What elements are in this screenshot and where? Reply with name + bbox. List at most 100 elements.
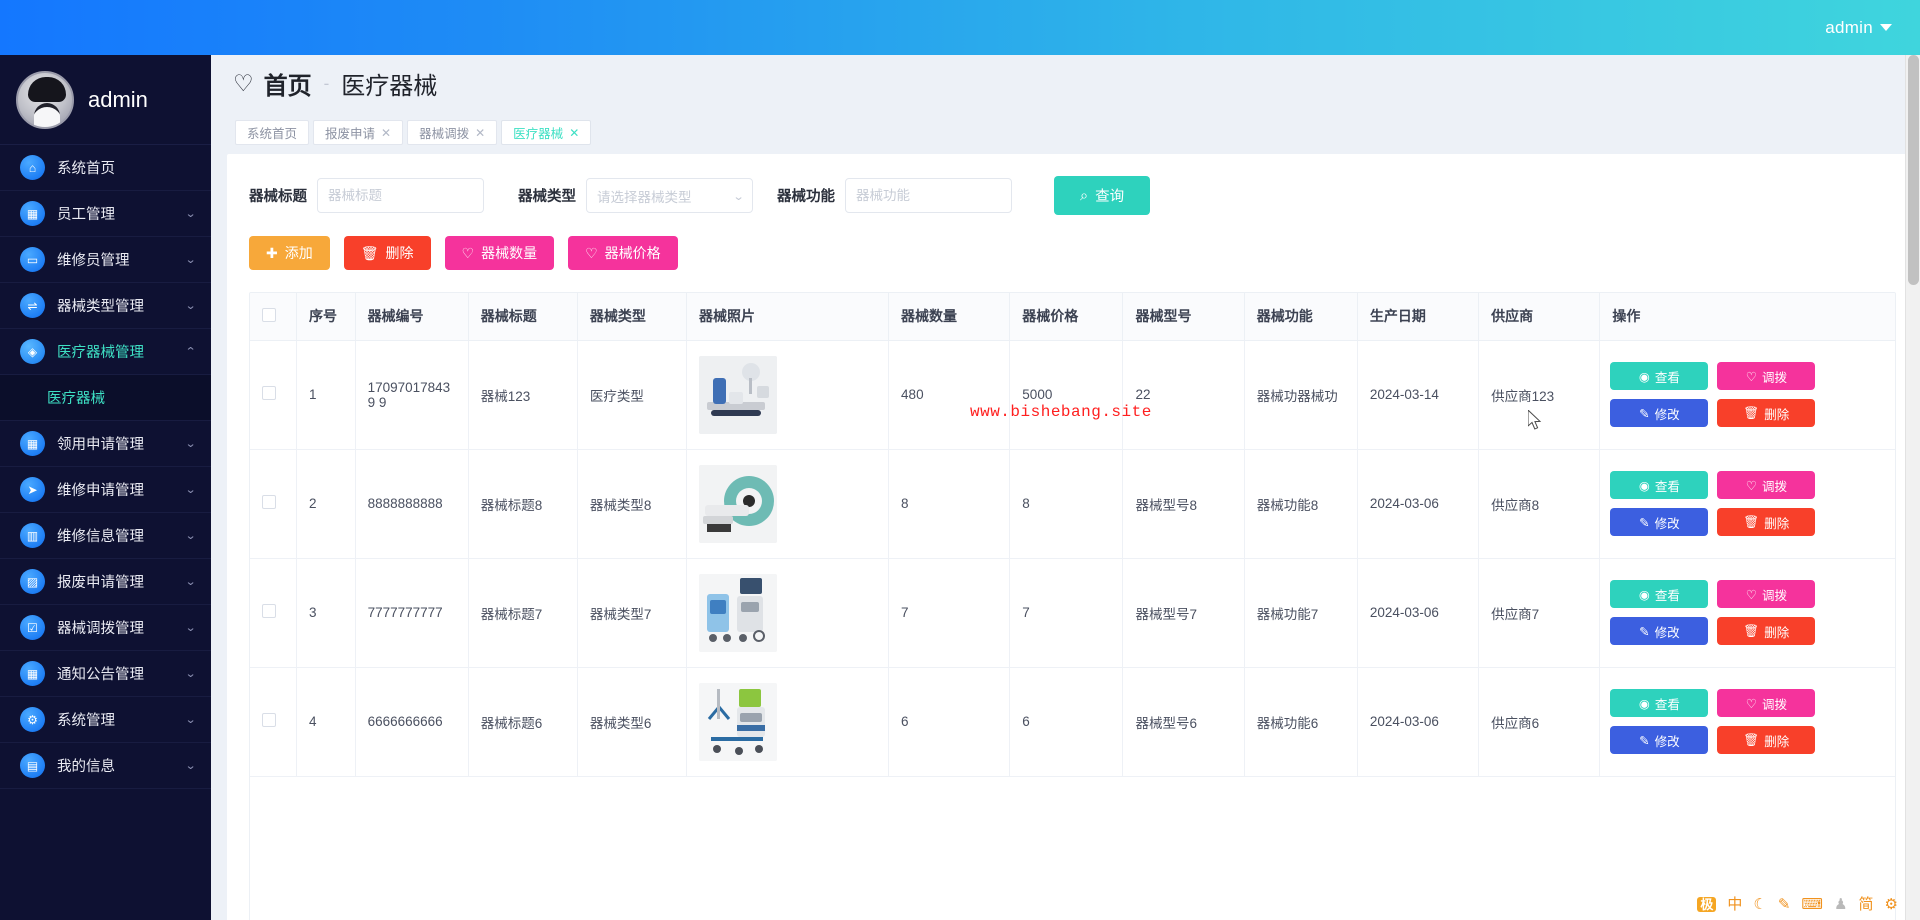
sidebar-item-scrap-request[interactable]: ▨ 报废申请管理 ⌄ (0, 559, 211, 605)
heart-icon: ♡ (1745, 696, 1757, 711)
col-index: 序号 (296, 293, 356, 341)
edit-button[interactable]: ✎ 修改 (1610, 508, 1709, 536)
device-title-input[interactable] (317, 178, 484, 213)
sidebar-item-medical-device[interactable]: ◈ 医疗器械管理 ⌃ (0, 329, 211, 375)
sidebar-profile[interactable]: admin (0, 55, 211, 145)
row-checkbox[interactable] (262, 604, 276, 618)
eye-icon: ◉ (1638, 696, 1650, 711)
grid-icon: ▦ (20, 661, 45, 686)
device-type-select[interactable]: 请选择器械类型 (586, 178, 753, 213)
sidebar-item-device-type[interactable]: ⇌ 器械类型管理 ⌄ (0, 283, 211, 329)
col-qty: 器械数量 (888, 293, 1011, 341)
tab-scrap-request[interactable]: 报废申请 ✕ (313, 120, 404, 145)
sidebar-item-repair-info[interactable]: ▥ 维修信息管理 ⌄ (0, 513, 211, 559)
close-icon[interactable]: ✕ (569, 125, 580, 140)
ime-chinese-mode-icon[interactable]: 中 (1727, 895, 1743, 913)
cell-date: 2024-03-14 (1357, 340, 1480, 450)
cell-operation: ◉ 查看 ♡ 调拨 ✎ 修改 (1599, 667, 1895, 777)
cell-title: 器械标题8 (468, 449, 578, 559)
cell-price: 8 (1009, 449, 1124, 559)
transfer-button[interactable]: ♡ 调拨 (1717, 362, 1816, 390)
sidebar-item-transfer[interactable]: ☑ 器械调拨管理 ⌄ (0, 605, 211, 651)
view-button[interactable]: ◉ 查看 (1610, 362, 1709, 390)
row-checkbox[interactable] (262, 713, 276, 727)
tab-medical-device[interactable]: 医疗器械 ✕ (501, 120, 592, 145)
cell-qty: 7 (888, 558, 1011, 668)
scrollbar-thumb[interactable] (1908, 55, 1919, 285)
view-button[interactable]: ◉ 查看 (1610, 580, 1709, 608)
search-form: 器械标题 器械类型 请选择器械类型 ⌄ 器械功能 ⌕ 查询 (227, 154, 1910, 215)
ultrasound-unit-photo (698, 682, 777, 761)
sidebar-item-my-info[interactable]: ▤ 我的信息 ⌄ (0, 743, 211, 789)
edit-button-label: 修改 (1654, 516, 1680, 531)
device-quantity-button[interactable]: ♡ 器械数量 (444, 236, 555, 270)
ime-user-icon[interactable]: ♟ (1834, 895, 1848, 913)
select-all-checkbox[interactable] (262, 307, 276, 322)
sidebar-item-home[interactable]: ⌂ 系统首页 (0, 145, 211, 191)
device-price-button[interactable]: ♡ 器械价格 (568, 236, 678, 270)
user-menu[interactable]: admin (1825, 18, 1892, 38)
edit-button[interactable]: ✎ 修改 (1610, 399, 1709, 427)
eye-icon: ◉ (1638, 587, 1650, 602)
close-icon[interactable]: ✕ (475, 125, 486, 140)
row-delete-button[interactable]: 🗑 删除 (1717, 726, 1816, 754)
heart-icon: ♡ (1745, 369, 1757, 384)
page-scrollbar[interactable] (1905, 55, 1920, 920)
select-all-cell (250, 293, 297, 341)
view-button[interactable]: ◉ 查看 (1610, 471, 1709, 499)
row-delete-button-label: 删除 (1764, 516, 1790, 531)
ime-moon-icon[interactable]: ☾ (1753, 895, 1767, 913)
send-icon: ➤ (20, 477, 45, 502)
row-checkbox[interactable] (262, 386, 276, 400)
device-type-select-value: 请选择器械类型 (597, 189, 692, 205)
row-delete-button[interactable]: 🗑 删除 (1717, 399, 1816, 427)
cell-qty: 8 (888, 449, 1011, 559)
ime-pen-icon[interactable]: ✎ (1777, 895, 1791, 913)
sidebar-item-repairman[interactable]: ▭ 维修员管理 ⌄ (0, 237, 211, 283)
close-icon[interactable]: ✕ (381, 125, 392, 140)
tab-home[interactable]: 系统首页 (235, 120, 310, 145)
transfer-button[interactable]: ♡ 调拨 (1717, 580, 1816, 608)
tab-transfer[interactable]: 器械调拨 ✕ (407, 120, 498, 145)
sidebar-subitem-medical-device[interactable]: 医疗器械 (0, 375, 211, 421)
ime-toolbar[interactable]: 极 中 ☾ ✎ ⌨ ♟ 简 ⚙ (1693, 891, 1902, 917)
edit-button[interactable]: ✎ 修改 (1610, 617, 1709, 645)
device-func-input[interactable] (845, 178, 1012, 213)
cell-supplier: 供应商6 (1478, 667, 1601, 777)
chevron-down-icon: ⌄ (184, 760, 197, 772)
sidebar-item-label: 维修申请管理 (57, 483, 144, 499)
content-panel: 器械标题 器械类型 请选择器械类型 ⌄ 器械功能 ⌕ 查询 ✚ 添加 (227, 154, 1910, 920)
transfer-button[interactable]: ♡ 调拨 (1717, 471, 1816, 499)
tab-label: 系统首页 (247, 127, 298, 141)
ime-settings-icon[interactable]: ⚙ (1884, 895, 1898, 913)
monitor-icon: ▭ (20, 247, 45, 272)
ime-simplified-icon[interactable]: 简 (1858, 895, 1874, 913)
transfer-button-label: 调拨 (1761, 479, 1787, 494)
sidebar-item-repair-request[interactable]: ➤ 维修申请管理 ⌄ (0, 467, 211, 513)
row-select-cell (250, 667, 297, 777)
breadcrumb-home[interactable]: 首页 (263, 73, 312, 100)
ime-logo-icon[interactable]: 极 (1697, 896, 1717, 912)
view-button-label: 查看 (1654, 370, 1680, 385)
sidebar-item-staff[interactable]: ▦ 员工管理 ⌄ (0, 191, 211, 237)
cell-operation: ◉ 查看 ♡ 调拨 ✎ 修改 (1599, 449, 1895, 559)
row-checkbox[interactable] (262, 495, 276, 509)
add-button[interactable]: ✚ 添加 (249, 236, 330, 270)
edit-button[interactable]: ✎ 修改 (1610, 726, 1709, 754)
sidebar-item-notice[interactable]: ▦ 通知公告管理 ⌄ (0, 651, 211, 697)
id-card-icon: ▤ (20, 753, 45, 778)
row-delete-button[interactable]: 🗑 删除 (1717, 617, 1816, 645)
sidebar-item-requisition[interactable]: ▦ 领用申请管理 ⌄ (0, 421, 211, 467)
view-button-label: 查看 (1654, 697, 1680, 712)
row-delete-button[interactable]: 🗑 删除 (1717, 508, 1816, 536)
view-button[interactable]: ◉ 查看 (1610, 689, 1709, 717)
sidebar-item-system[interactable]: ⚙ 系统管理 ⌄ (0, 697, 211, 743)
clipboard-x-icon: ▨ (20, 569, 45, 594)
cell-code: 170970178439 9 (355, 340, 469, 450)
transfer-button[interactable]: ♡ 调拨 (1717, 689, 1816, 717)
delete-button[interactable]: 🗑 删除 (343, 236, 431, 270)
row-delete-button-label: 删除 (1764, 407, 1790, 422)
heart-icon: ♡ (1745, 478, 1757, 493)
ime-keyboard-icon[interactable]: ⌨ (1801, 895, 1824, 913)
query-button[interactable]: ⌕ 查询 (1054, 176, 1151, 215)
